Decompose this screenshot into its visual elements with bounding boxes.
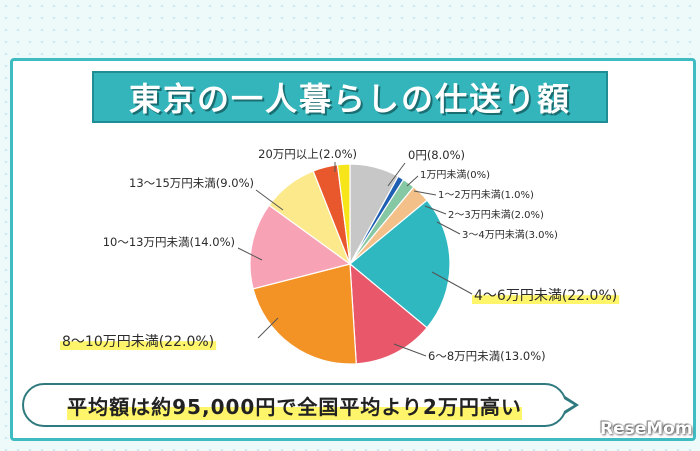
title-banner: 東京の一人暮らしの仕送り額 <box>92 71 608 123</box>
slice-label: 8〜10万円未満(22.0%) <box>62 334 214 350</box>
leader-line <box>255 189 284 211</box>
slice-label: 6〜8万円未満(13.0%) <box>428 349 546 363</box>
slice-label: 3〜4万円未満(3.0%) <box>462 229 558 241</box>
callout-tail-inner <box>564 399 574 411</box>
leader-line <box>431 271 473 295</box>
slice-label: 0円(8.0%) <box>408 148 465 162</box>
pie-slice <box>249 204 352 290</box>
pie-slice <box>252 263 357 365</box>
pie-slice <box>349 262 428 365</box>
slice-label: 10〜13万円未満(14.0%) <box>103 235 235 249</box>
pie-slice <box>336 163 351 265</box>
page-title: 東京の一人暮らしの仕送り額 <box>128 80 571 118</box>
pie-slice <box>349 199 451 329</box>
slice-label: 1万円未満(0%) <box>420 169 490 181</box>
resemom-logo: ReseMom <box>600 419 693 439</box>
leader-line <box>436 221 461 235</box>
summary-callout: 平均額は約95,000円で全国平均より2万円高い <box>22 383 567 427</box>
label-highlight <box>472 295 620 304</box>
slice-label: 1〜2万円未満(1.0%) <box>438 189 534 201</box>
leader-line <box>413 190 437 196</box>
slice-label: 13〜15万円未満(9.0%) <box>129 176 254 190</box>
leader-line <box>424 205 447 215</box>
slice-label: 2〜3万円未満(2.0%) <box>448 209 544 221</box>
leader-line <box>237 247 263 261</box>
slice-label: 4〜6万円未満(22.0%) <box>474 288 617 304</box>
callout-text: 平均額は約95,000円で全国平均より2万円高い <box>67 390 522 420</box>
leader-line <box>393 343 427 357</box>
leader-line <box>406 175 419 187</box>
leader-line <box>257 317 279 339</box>
label-highlight <box>60 341 217 350</box>
leader-line <box>387 162 406 187</box>
slice-label: 20万円以上(2.0%) <box>258 147 357 161</box>
